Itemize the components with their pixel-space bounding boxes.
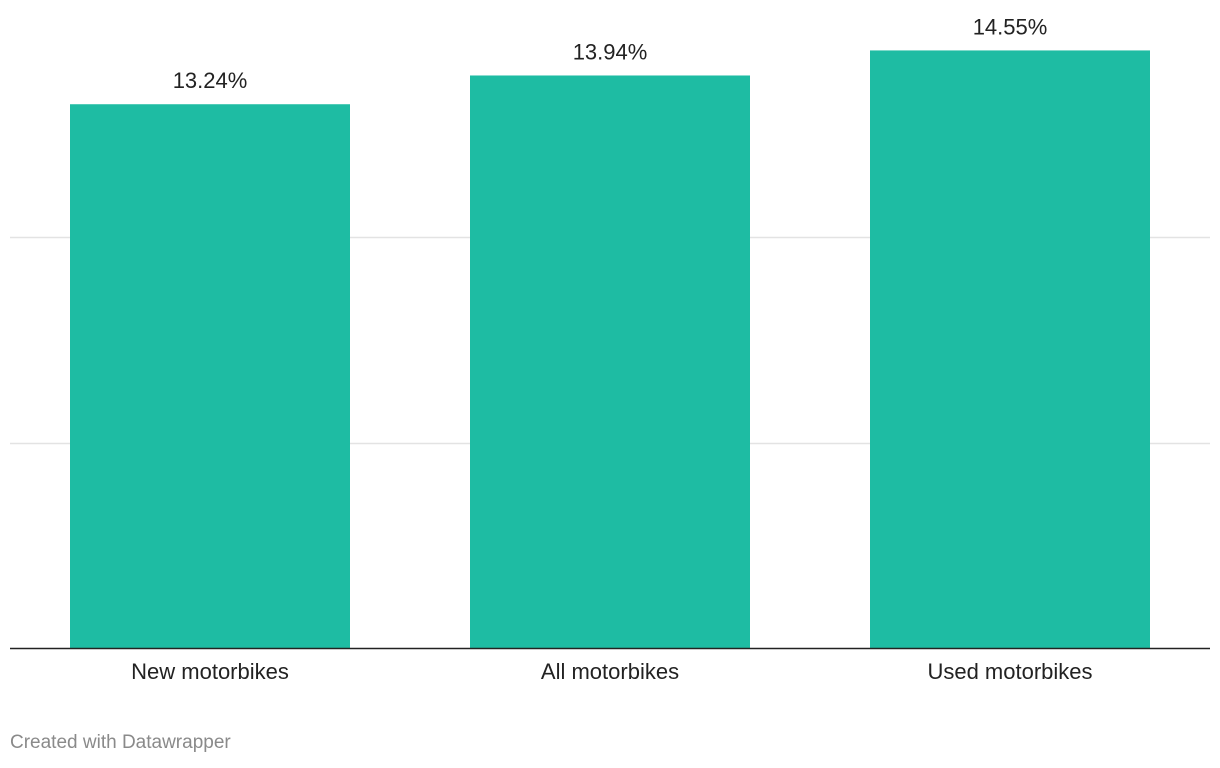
bar-all-motorbikes [470,75,750,649]
value-label: 13.94% [573,39,648,64]
value-label: 13.24% [173,68,248,93]
bars [70,50,1150,649]
credit-text: Created with Datawrapper [10,732,231,753]
bar-new-motorbikes [70,104,350,648]
bar-used-motorbikes [870,50,1150,648]
value-label: 14.55% [973,14,1048,39]
category-label: New motorbikes [131,659,289,684]
labels: 13.24% New motorbikes 13.94% All motorbikes… [131,14,1092,684]
category-label: Used motorbikes [927,659,1092,684]
category-label: All motorbikes [541,659,679,684]
